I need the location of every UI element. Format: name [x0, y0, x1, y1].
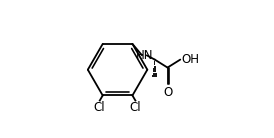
Text: Cl: Cl	[130, 101, 141, 114]
Text: O: O	[164, 86, 173, 99]
Text: OH: OH	[181, 53, 199, 66]
Text: HN: HN	[135, 49, 153, 62]
Text: Cl: Cl	[94, 101, 105, 114]
